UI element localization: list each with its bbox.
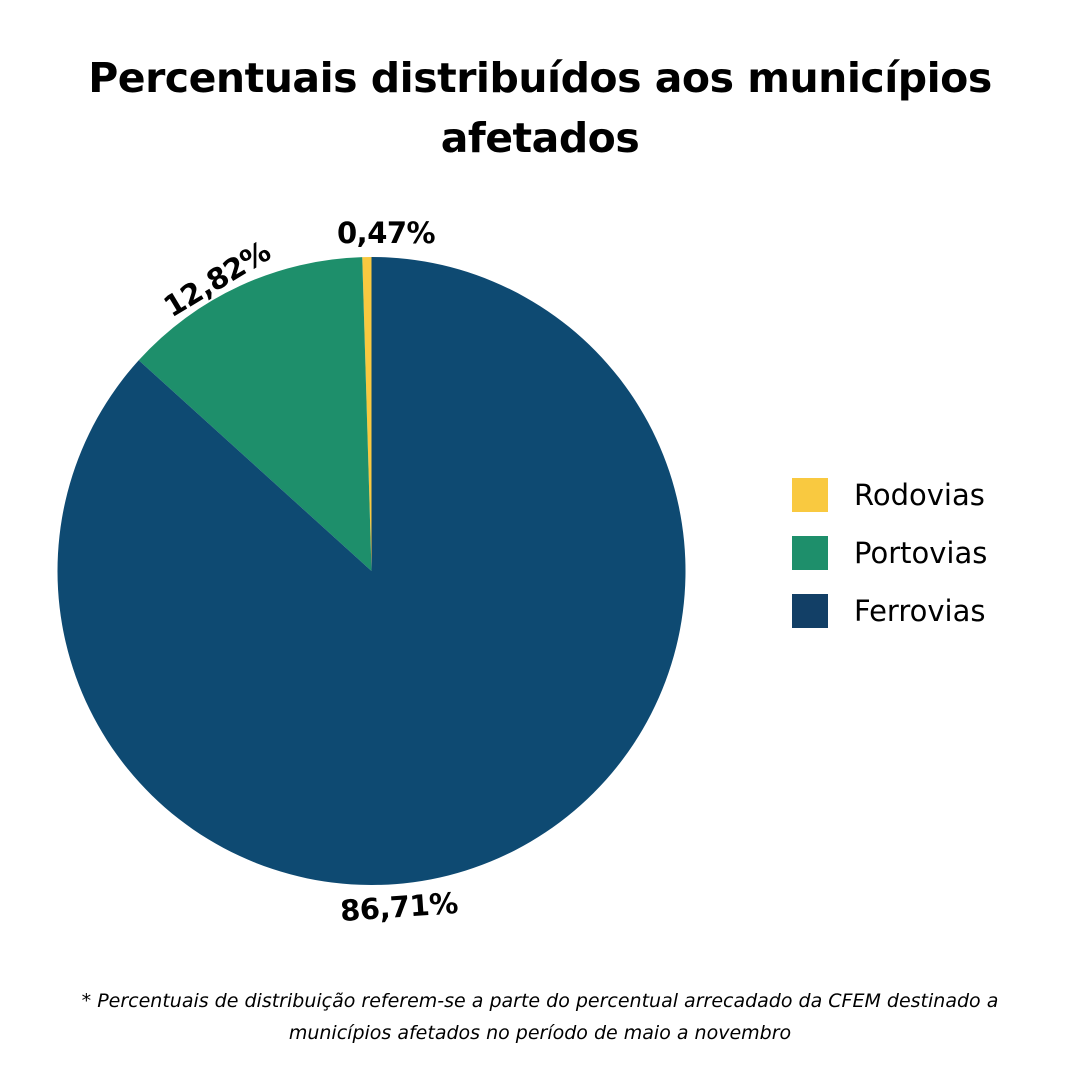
- legend-item-portovias: Portovias: [792, 524, 987, 582]
- footnote-line-2: municípios afetados no período de maio a…: [288, 1022, 792, 1044]
- pie-slice-rodovias: [362, 257, 372, 571]
- legend-swatch-portovias: [792, 536, 828, 570]
- pie-slice-ferrovias: [57, 257, 686, 886]
- slice-label-rodovias: 0,47%: [337, 216, 436, 250]
- legend-item-rodovias: Rodovias: [792, 466, 987, 524]
- pie-slice-portovias: [138, 257, 372, 571]
- legend: Rodovias Portovias Ferrovias: [792, 466, 987, 640]
- legend-swatch-ferrovias: [792, 594, 828, 628]
- legend-label-rodovias: Rodovias: [854, 478, 985, 512]
- chart-title-line-2: afetados: [440, 114, 640, 162]
- legend-label-portovias: Portovias: [854, 536, 988, 570]
- footnote-line-1: * Percentuais de distribuição referem-se…: [81, 990, 999, 1012]
- legend-item-ferrovias: Ferrovias: [792, 582, 987, 640]
- chart-title: Percentuais distribuídos aos municípios …: [40, 48, 1040, 168]
- footnote: * Percentuais de distribuição referem-se…: [30, 985, 1050, 1049]
- legend-label-ferrovias: Ferrovias: [854, 594, 986, 628]
- chart-title-line-1: Percentuais distribuídos aos municípios: [88, 54, 992, 102]
- legend-swatch-rodovias: [792, 478, 828, 512]
